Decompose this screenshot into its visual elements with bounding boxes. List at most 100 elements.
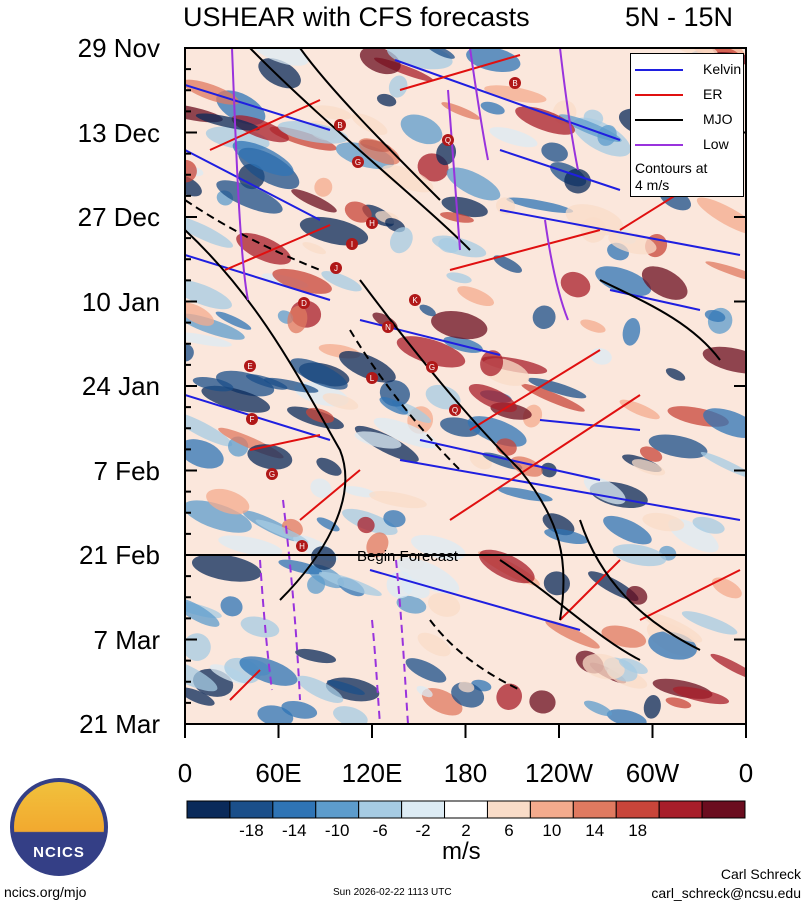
anomaly-blob (427, 592, 461, 617)
colorbar-swatch (401, 800, 446, 819)
colorbar-tick-label: -18 (239, 821, 264, 840)
anomaly-blob (281, 700, 318, 719)
colorbar-tick-label: -14 (282, 821, 307, 840)
anomaly-blob (480, 350, 504, 377)
anomaly-blob (310, 546, 337, 570)
legend-swatch-mjo (635, 119, 683, 121)
anomaly-blob (603, 515, 652, 545)
colorbar-units: m/s (442, 838, 481, 865)
colorbar-tick-label: -6 (372, 821, 388, 840)
anomaly-blob (232, 140, 294, 177)
anomaly-blob (369, 491, 427, 509)
x-tick-label: 120E (341, 758, 403, 788)
storm-marker-dot (352, 156, 364, 168)
anomaly-blob (696, 197, 746, 236)
storm-marker: I (346, 238, 358, 250)
anomaly-blob (506, 197, 574, 213)
storm-marker-dot (449, 404, 461, 416)
anomaly-blob (287, 305, 308, 334)
anomaly-blob (215, 311, 252, 330)
anomaly-blob (302, 242, 326, 255)
anomaly-blob (642, 612, 703, 643)
site-link[interactable]: ncics.org/mjo (4, 884, 87, 900)
anomaly-blob (316, 457, 342, 476)
legend-label-low: Low (703, 136, 729, 152)
storm-marker-dot (246, 413, 258, 425)
anomaly-blob (185, 332, 232, 347)
anomaly-blob (601, 625, 647, 648)
storm-marker-dot (382, 321, 394, 333)
legend-note-line2: 4 m/s (635, 177, 670, 193)
anomaly-blob (700, 451, 746, 480)
colorbar-tick-label: 18 (628, 821, 648, 840)
storm-marker-dot (330, 262, 342, 274)
contour-lines (185, 48, 741, 724)
anomaly-blob (201, 385, 271, 413)
anomaly-blob (321, 271, 362, 292)
anomaly-blob (532, 305, 556, 329)
anomaly-blob (195, 113, 260, 131)
storm-marker-label: H (369, 219, 375, 228)
storm-marker-label: E (247, 362, 252, 371)
anomaly-blob (458, 681, 475, 693)
logo-sun-icon (14, 782, 104, 872)
storm-marker-label: F (250, 415, 255, 424)
anomaly-blob (583, 700, 613, 717)
storm-marker: G (266, 468, 278, 480)
anomaly-blob (595, 266, 652, 297)
storm-marker: L (366, 372, 378, 384)
anomaly-blob (521, 383, 585, 412)
storm-marker-dot (366, 217, 378, 229)
storm-marker-label: K (412, 296, 418, 305)
anomaly-blob (354, 431, 402, 449)
storm-marker-label: Q (452, 406, 458, 415)
storm-marker-label: I (351, 240, 353, 249)
colorbar-tick-label: 14 (585, 821, 605, 840)
anomaly-blob (291, 189, 337, 213)
anomaly-blob (705, 261, 746, 285)
author-email[interactable]: carl_schreck@ncsu.edu (651, 885, 801, 901)
storm-marker-label: G (355, 158, 361, 167)
y-tick-label: 24 Jan (81, 371, 160, 401)
y-tick-label: 13 Dec (77, 117, 160, 148)
anomaly-blob (480, 101, 505, 115)
legend-note-line1: Contours at (635, 160, 708, 176)
y-tick-label: 21 Mar (79, 709, 160, 739)
anomaly-blob (642, 512, 685, 532)
anomaly-blob (396, 595, 427, 614)
colorbar (186, 800, 746, 819)
y-tick-label: 21 Feb (79, 540, 160, 570)
storm-marker: F (246, 413, 258, 425)
anomaly-blob (236, 232, 292, 265)
colorbar-swatch (701, 800, 746, 819)
anomaly-blob (192, 376, 234, 392)
anomaly-blob (710, 653, 746, 681)
author-name: Carl Schreck (720, 866, 801, 882)
anomaly-blob (702, 346, 746, 374)
storm-marker: D (298, 297, 310, 309)
legend-label-er: ER (703, 86, 723, 102)
legend-swatch-low (635, 144, 683, 146)
storm-marker-label: G (269, 470, 275, 479)
anomaly-blob (416, 685, 433, 698)
y-tick-label: 7 Mar (93, 624, 160, 655)
storm-marker-label: G (429, 363, 435, 372)
y-tick-label: 7 Feb (93, 455, 161, 486)
anomaly-blob (379, 396, 409, 415)
anomaly-blob (711, 577, 742, 599)
x-tick-label: 120W (525, 758, 593, 788)
anomaly-blob (220, 596, 243, 617)
anomaly-blob (489, 127, 538, 148)
anomaly-blob (704, 309, 726, 323)
anomaly-blob (529, 690, 556, 714)
storm-marker-dot (409, 294, 421, 306)
anomaly-blob (396, 336, 466, 368)
storm-marker-label: B (512, 79, 517, 88)
storm-marker-label: L (370, 374, 375, 383)
colorbar-tick-label: -2 (415, 821, 431, 840)
anomaly-blob (672, 686, 730, 705)
anomaly-blob (290, 358, 348, 390)
anomaly-blob (381, 164, 434, 193)
chart-region: 5N - 15N (625, 2, 734, 32)
anomaly-blob (185, 302, 215, 326)
